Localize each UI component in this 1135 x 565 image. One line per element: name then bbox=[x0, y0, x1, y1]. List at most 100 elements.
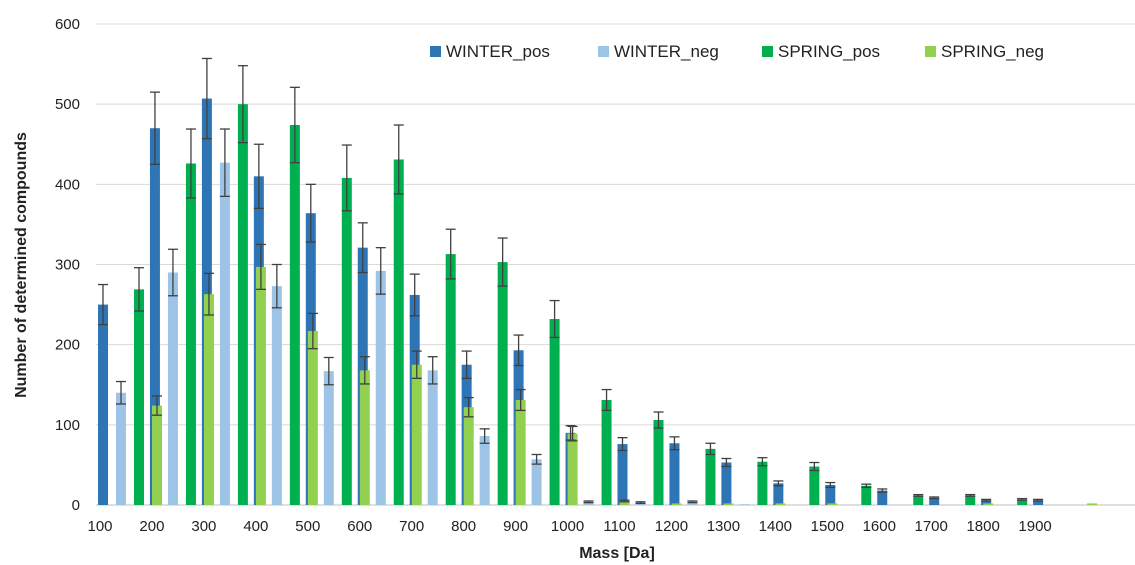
x-tick-label: 200 bbox=[139, 518, 164, 535]
bar bbox=[359, 370, 370, 505]
bar bbox=[149, 128, 160, 505]
bar bbox=[255, 266, 266, 505]
x-tick-label: 1100 bbox=[603, 518, 635, 535]
bar bbox=[531, 459, 542, 505]
bar bbox=[152, 405, 162, 505]
bar bbox=[929, 497, 940, 505]
bar bbox=[983, 503, 994, 505]
bar bbox=[323, 371, 334, 505]
gridlines bbox=[96, 23, 1135, 506]
x-axis-title: Mass [Da] bbox=[579, 545, 655, 562]
legend-swatch bbox=[762, 46, 773, 57]
bar bbox=[965, 495, 976, 505]
bar bbox=[757, 461, 768, 505]
bar bbox=[877, 490, 888, 505]
bar bbox=[411, 364, 422, 505]
y-tick-label: 300 bbox=[55, 257, 80, 274]
y-tick-label: 100 bbox=[55, 417, 80, 434]
y-tick-label: 200 bbox=[55, 337, 80, 354]
bar bbox=[687, 501, 698, 505]
x-tick-label: 1800 bbox=[966, 518, 999, 535]
bar bbox=[773, 483, 784, 505]
bar bbox=[601, 399, 612, 505]
bar bbox=[463, 407, 474, 505]
x-tick-label: 1700 bbox=[915, 518, 948, 535]
bar bbox=[653, 420, 664, 505]
bar bbox=[671, 503, 682, 505]
bar bbox=[705, 448, 716, 505]
bars bbox=[98, 98, 1098, 506]
x-tick-label: 1200 bbox=[655, 518, 688, 535]
bar bbox=[515, 399, 526, 505]
x-tick-label: 1900 bbox=[1018, 518, 1051, 535]
bar bbox=[1033, 500, 1044, 505]
bar bbox=[669, 443, 680, 505]
bar bbox=[445, 254, 456, 505]
bar bbox=[116, 392, 126, 505]
x-tick-label: 500 bbox=[295, 518, 320, 535]
bar bbox=[219, 162, 230, 505]
bar bbox=[739, 504, 750, 505]
bar bbox=[723, 503, 734, 505]
x-tick-label: 900 bbox=[503, 518, 528, 535]
legend-label: WINTER_neg bbox=[614, 42, 719, 61]
bar bbox=[427, 370, 438, 505]
bar bbox=[1087, 503, 1098, 505]
bar bbox=[497, 262, 508, 505]
x-tick-label: 600 bbox=[347, 518, 372, 535]
legend-swatch bbox=[598, 46, 609, 57]
bar bbox=[185, 163, 196, 506]
bar bbox=[549, 319, 560, 505]
x-tick-label: 1500 bbox=[811, 518, 844, 535]
bar bbox=[567, 433, 578, 505]
x-tick-label: 1300 bbox=[707, 518, 740, 535]
x-tick-label: 100 bbox=[87, 518, 112, 535]
bar bbox=[721, 462, 732, 505]
bar bbox=[98, 304, 108, 505]
error-bars bbox=[98, 57, 1044, 505]
axes: 0 100 200 300 400 500 600 100 200 300 400 500 600 700… bbox=[55, 16, 1052, 535]
legend-label: SPRING_neg bbox=[941, 42, 1044, 61]
bar bbox=[1017, 499, 1028, 505]
bar bbox=[861, 485, 872, 505]
legend-label: WINTER_pos bbox=[446, 42, 550, 61]
bar bbox=[375, 270, 386, 505]
bar bbox=[775, 503, 786, 505]
legend: WINTER_pos WINTER_neg SPRING_pos SPRING_neg bbox=[430, 42, 1044, 61]
x-tick-label: 300 bbox=[191, 518, 216, 535]
bar bbox=[341, 177, 352, 506]
bar bbox=[289, 125, 300, 505]
y-axis-title: Number of determined compounds bbox=[13, 132, 30, 398]
bar bbox=[619, 500, 630, 505]
bar bbox=[393, 159, 404, 505]
x-tick-label: 800 bbox=[451, 518, 476, 535]
bar bbox=[827, 503, 838, 505]
y-tick-label: 400 bbox=[55, 176, 80, 193]
y-tick-label: 500 bbox=[55, 96, 80, 113]
legend-swatch bbox=[925, 46, 936, 57]
x-tick-label: 1000 bbox=[551, 518, 584, 535]
bar bbox=[307, 331, 318, 505]
bar bbox=[617, 444, 628, 505]
x-tick-label: 400 bbox=[243, 518, 268, 535]
bar bbox=[825, 484, 836, 505]
bar bbox=[809, 466, 820, 505]
bar bbox=[583, 501, 594, 505]
bar bbox=[479, 436, 490, 505]
bar bbox=[981, 500, 992, 505]
bar bbox=[203, 294, 214, 505]
bar bbox=[237, 104, 248, 506]
y-tick-label: 0 bbox=[72, 497, 80, 514]
legend-label: SPRING_pos bbox=[778, 42, 880, 61]
bar bbox=[167, 272, 178, 505]
x-tick-label: 1400 bbox=[759, 518, 792, 535]
x-tick-label: 1600 bbox=[863, 518, 896, 535]
bar bbox=[913, 495, 924, 505]
y-tick-label: 600 bbox=[55, 16, 80, 33]
bar bbox=[271, 286, 282, 505]
bar bbox=[134, 289, 144, 505]
x-tick-label: 700 bbox=[399, 518, 424, 535]
legend-swatch bbox=[430, 46, 441, 57]
